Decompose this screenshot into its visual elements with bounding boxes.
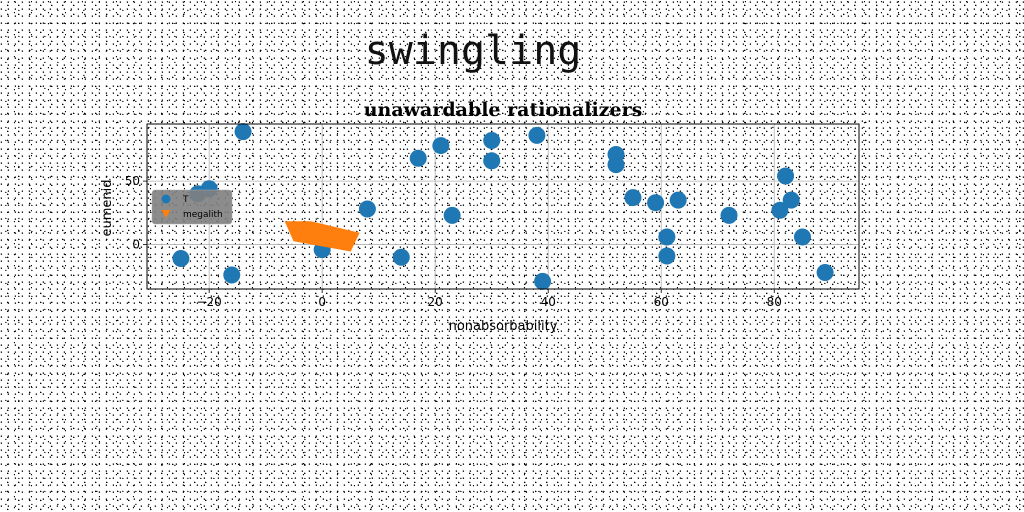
- x-tick-label: 80: [767, 295, 782, 309]
- legend-box: [151, 189, 233, 225]
- data-point-t: [409, 149, 427, 167]
- data-point-t: [358, 200, 376, 218]
- data-point-t: [720, 206, 738, 224]
- chart-title: unawardable rationalizers: [364, 99, 643, 121]
- data-point-t: [658, 228, 676, 246]
- data-point-t: [534, 272, 552, 290]
- data-point-t: [528, 126, 546, 144]
- data-point-t: [392, 248, 410, 266]
- data-point-t: [172, 250, 190, 268]
- axis-ticks: −20 0 20 40 60 80 0 50: [125, 174, 782, 309]
- data-point-t: [624, 189, 642, 207]
- data-point-t: [223, 266, 241, 284]
- legend-marker-t: [161, 194, 171, 204]
- legend-label-megalith: megalith: [183, 210, 223, 220]
- data-point-t: [782, 191, 800, 209]
- x-tick-label: −20: [196, 295, 221, 309]
- x-tick-label: 60: [654, 295, 669, 309]
- data-point-t: [793, 228, 811, 246]
- legend-marker-megalith: [161, 210, 171, 218]
- data-point-t: [234, 123, 252, 141]
- x-tick-label: 0: [318, 295, 326, 309]
- y-axis-label: eumenid: [100, 179, 115, 236]
- plot-frame: [146, 123, 860, 290]
- data-point-t: [443, 206, 461, 224]
- x-tick-label: 40: [541, 295, 556, 309]
- x-tick-label: 20: [428, 295, 443, 309]
- legend: T megalith: [151, 189, 233, 225]
- data-point-t: [669, 191, 687, 209]
- data-point-t: [483, 132, 501, 149]
- data-point-t: [483, 152, 501, 170]
- y-tick-label: 0: [132, 238, 140, 252]
- megalith-shape: [284, 221, 360, 252]
- page-title: swingling: [364, 28, 582, 74]
- data-layer: [172, 123, 834, 290]
- data-point-t: [432, 137, 450, 155]
- data-point-t: [777, 167, 795, 185]
- data-point-t: [647, 194, 665, 212]
- legend-label-t: T: [182, 195, 189, 205]
- data-point-t: [607, 156, 625, 174]
- data-point-t: [816, 264, 834, 281]
- data-point-t: [771, 201, 789, 219]
- data-point-t: [658, 247, 676, 265]
- x-axis-label: nonabsorbability: [449, 319, 558, 334]
- y-tick-label: 50: [125, 174, 140, 188]
- grid-lines: [147, 124, 859, 289]
